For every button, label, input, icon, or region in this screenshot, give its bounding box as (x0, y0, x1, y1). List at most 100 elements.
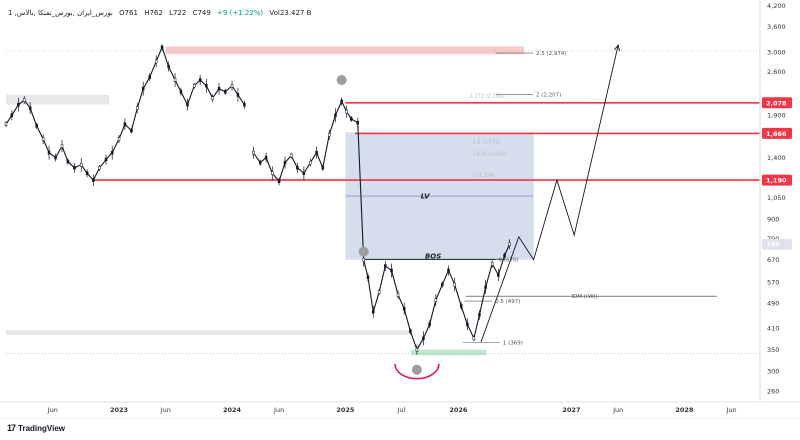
price-badge (762, 238, 792, 250)
x-tick-label: 2026 (449, 406, 468, 414)
price-segment (130, 107, 138, 131)
candle-body (472, 336, 476, 341)
price-segment (378, 265, 386, 293)
candle-body (453, 282, 456, 287)
price-segment (397, 294, 405, 310)
price-segment (485, 263, 493, 288)
price-segment (290, 155, 298, 169)
candle-body (490, 262, 494, 266)
price-segment (454, 284, 462, 307)
price-segment (441, 270, 449, 285)
symbol-name[interactable]: 1 ,بورس_ایران ,بورس_نفتکا ,بالاس (8, 9, 113, 17)
price-segment (303, 162, 311, 174)
fib-label: 2.5 (2,974) (536, 51, 567, 57)
candle-body (508, 242, 511, 246)
price-badge-label: 2,078 (766, 99, 787, 107)
candle-body (66, 159, 70, 164)
y-tick-label: 300 (767, 368, 779, 376)
candle-body (497, 273, 500, 277)
candle-body (217, 86, 221, 91)
y-tick-label: 1,050 (767, 194, 786, 202)
price-badge-label: 1,666 (766, 130, 787, 138)
candle-body (252, 150, 255, 155)
price-segment (111, 138, 120, 153)
candle-body (4, 122, 8, 127)
y-tick-label: 2,600 (767, 68, 786, 76)
price-segment (435, 284, 443, 301)
y-tick-label: 3,600 (767, 23, 786, 31)
price-segment (278, 162, 286, 182)
candle-body (390, 268, 393, 273)
y-tick-label: 3,000 (767, 48, 786, 56)
candle-body (478, 313, 481, 317)
candle-body (321, 166, 325, 170)
marker-circle-top (336, 74, 347, 85)
candle-body (41, 137, 45, 141)
symbol-header: 1 ,بورس_ایران ,بورس_نفتکا ,بالاس O761 H7… (8, 9, 315, 17)
candle-body (428, 322, 431, 327)
projection-arrowhead (614, 44, 620, 52)
high-value: H762 (144, 9, 163, 17)
candle-body (243, 102, 246, 107)
y-tick-label: 260 (767, 387, 779, 395)
price-segment (328, 115, 336, 135)
markers-layer (336, 74, 440, 380)
price-segment (174, 79, 182, 93)
candle-body (23, 98, 26, 102)
volume-value: Vol23.427 B (269, 9, 312, 17)
x-tick-label: 2025 (336, 406, 355, 414)
candle-body (315, 150, 318, 155)
x-tick-label: 2023 (110, 406, 128, 414)
price-segment (29, 107, 38, 127)
price-badge-label: 1,190 (766, 177, 787, 185)
candle-body (356, 120, 360, 125)
candle-body (484, 285, 487, 289)
candle-body (334, 113, 337, 117)
levels-layer (6, 50, 760, 354)
candle-body (459, 304, 463, 308)
price-segment (180, 91, 188, 105)
price-segment (155, 47, 163, 62)
price-segment (316, 152, 324, 169)
candle-body (28, 106, 32, 110)
close-value: C749 (192, 9, 211, 17)
price-segment (447, 270, 456, 285)
candle-body (466, 322, 469, 327)
zones-layer (6, 46, 534, 356)
price-segment (149, 61, 157, 78)
price-segment (460, 305, 468, 325)
faint-fib-label: 1 (1,234) (472, 173, 495, 179)
price-segment (372, 292, 380, 312)
bos-label: BOS (425, 252, 441, 260)
candle-body (503, 253, 506, 258)
price-segment (363, 259, 369, 278)
price-segment (168, 66, 176, 81)
price-segment (478, 286, 487, 315)
candle-body (371, 310, 375, 314)
candle-body (92, 178, 95, 182)
price-segment (491, 263, 499, 276)
candle-body (350, 117, 353, 121)
projection-path (480, 44, 619, 343)
price-segment (403, 308, 411, 332)
y-tick-label: 350 (767, 346, 779, 354)
candle-body (154, 59, 158, 64)
candle-body (377, 290, 381, 294)
y-tick-label: 1,400 (767, 154, 786, 162)
y-tick-label: 670 (767, 256, 779, 264)
price-segment (473, 314, 480, 339)
candle-body (186, 102, 189, 107)
cup-semicircle (394, 363, 440, 380)
candle-body (35, 124, 38, 128)
candle-body (289, 153, 293, 158)
price-segment (416, 338, 424, 350)
x-tick-label: 2024 (223, 406, 242, 414)
candle-body (340, 99, 343, 104)
candle-body (193, 83, 196, 88)
candle-body (384, 264, 387, 268)
change-value: +9 (+1.22%) (217, 9, 264, 17)
price-badge (762, 127, 792, 139)
tradingview-logo-icon: 17 (7, 423, 16, 433)
candle-body (223, 90, 227, 94)
